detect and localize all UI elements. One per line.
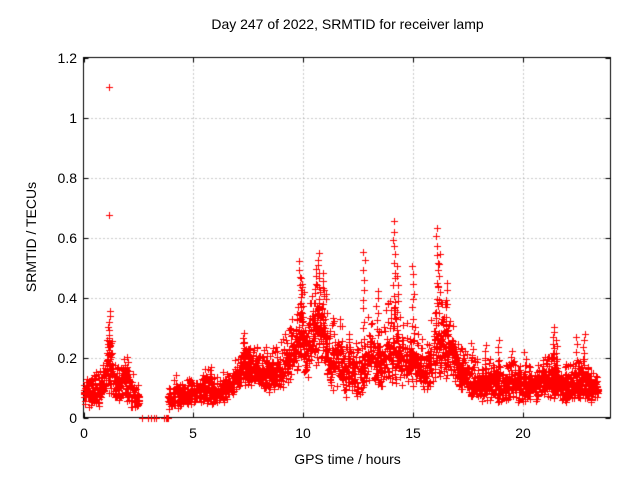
x-tick-label: 15 bbox=[405, 425, 421, 441]
y-tick-label: 1.2 bbox=[57, 50, 77, 66]
y-tick-label: 0.6 bbox=[57, 230, 77, 246]
x-tick-label: 20 bbox=[515, 425, 531, 441]
x-tick-label: 5 bbox=[189, 425, 197, 441]
x-axis-label: GPS time / hours bbox=[294, 451, 401, 467]
y-tick-label: 1 bbox=[69, 110, 77, 126]
y-tick-label: 0.2 bbox=[57, 350, 77, 366]
x-tick-label: 0 bbox=[80, 425, 88, 441]
y-axis-label: SRMTID / TECUs bbox=[23, 181, 39, 293]
x-tick-label: 10 bbox=[295, 425, 311, 441]
y-tick-label: 0.8 bbox=[57, 170, 77, 186]
chart-title: Day 247 of 2022, SRMTID for receiver lam… bbox=[211, 16, 484, 32]
y-tick-label: 0.4 bbox=[57, 290, 77, 306]
y-tick-label: 0 bbox=[69, 410, 77, 426]
